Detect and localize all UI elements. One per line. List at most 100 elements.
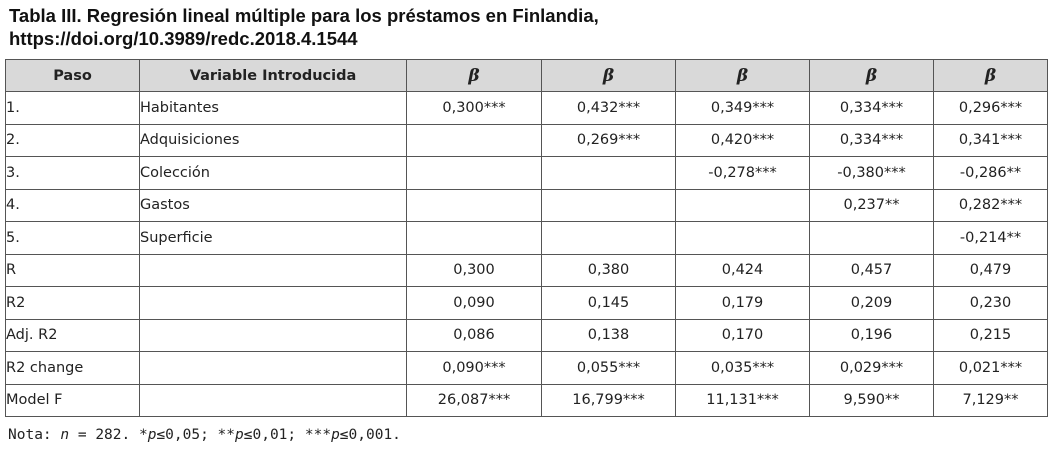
cell-beta-1: 0,090*** <box>406 351 542 385</box>
cell-beta-2: 0,380 <box>541 253 676 287</box>
table-body: 1. Habitantes 0,300*** 0,432*** 0,349*** 0,33… <box>5 91 1048 417</box>
cell-paso: 2. <box>5 123 140 157</box>
cell-beta-1: 0,090 <box>406 286 542 320</box>
cell-paso: 5. <box>5 221 140 255</box>
cell-beta-4: 0,196 <box>809 318 934 352</box>
cell-beta-4: -0,380*** <box>809 156 934 190</box>
table-row: 3. Colección -0,278*** -0,380*** -0,286** <box>5 156 1048 190</box>
table-row: R2 change 0,090*** 0,055*** 0,035*** 0,029**… <box>5 351 1048 385</box>
cell-beta-5: 0,230 <box>933 286 1048 320</box>
cell-paso: Model F <box>5 383 140 417</box>
cell-beta-4 <box>809 221 934 255</box>
cell-variable: Gastos <box>139 188 407 222</box>
cell-beta-5: 0,021*** <box>933 351 1048 385</box>
cell-beta-3: 0,170 <box>675 318 810 352</box>
cell-beta-2: 16,799*** <box>541 383 676 417</box>
table-title: Tabla III. Regresión lineal múltiple par… <box>9 4 1049 50</box>
cell-beta-3 <box>675 221 810 255</box>
cell-beta-1 <box>406 221 542 255</box>
table-row: Model F 26,087*** 16,799*** 11,131*** 9,590*… <box>5 383 1048 417</box>
table-row: 2. Adquisiciones 0,269*** 0,420*** 0,334*** 0… <box>5 123 1048 157</box>
cell-beta-1: 0,300*** <box>406 91 542 125</box>
cell-beta-5: 0,479 <box>933 253 1048 287</box>
table-row: Adj. R2 0,086 0,138 0,170 0,196 0,215 <box>5 318 1048 352</box>
cell-paso: 4. <box>5 188 140 222</box>
cell-beta-4: 0,334*** <box>809 91 934 125</box>
table-title-line-1: Tabla III. Regresión lineal múltiple par… <box>9 5 599 26</box>
note-p-symbol: p <box>331 427 340 443</box>
header-beta-5: β <box>933 59 1048 92</box>
table-row: 4. Gastos 0,237** 0,282*** <box>5 188 1048 222</box>
cell-paso: 3. <box>5 156 140 190</box>
cell-paso: 1. <box>5 91 140 125</box>
cell-beta-4: 9,590** <box>809 383 934 417</box>
table-title-doi: https://doi.org/10.3989/redc.2018.4.1544 <box>9 28 358 49</box>
cell-beta-2 <box>541 156 676 190</box>
note-threshold-001: ≤0,01; *** <box>243 427 332 443</box>
header-beta-2: β <box>541 59 676 92</box>
cell-paso: Adj. R2 <box>5 318 140 352</box>
note-n-text: = 282. * <box>69 427 148 443</box>
cell-beta-3: 0,420*** <box>675 123 810 157</box>
cell-variable <box>139 383 407 417</box>
cell-beta-3: 11,131*** <box>675 383 810 417</box>
cell-beta-2: 0,145 <box>541 286 676 320</box>
cell-variable: Adquisiciones <box>139 123 407 157</box>
cell-beta-5: -0,214** <box>933 221 1048 255</box>
cell-beta-1: 26,087*** <box>406 383 542 417</box>
cell-variable <box>139 351 407 385</box>
cell-beta-3: 0,179 <box>675 286 810 320</box>
cell-beta-1: 0,086 <box>406 318 542 352</box>
cell-beta-4: 0,209 <box>809 286 934 320</box>
cell-paso: R <box>5 253 140 287</box>
cell-variable <box>139 318 407 352</box>
note-threshold-005: ≤0,05; ** <box>156 427 236 443</box>
cell-beta-3: 0,424 <box>675 253 810 287</box>
cell-beta-3: 0,349*** <box>675 91 810 125</box>
cell-beta-5: 0,282*** <box>933 188 1048 222</box>
cell-beta-5: 0,215 <box>933 318 1048 352</box>
cell-beta-2: 0,269*** <box>541 123 676 157</box>
cell-beta-4: 0,334*** <box>809 123 934 157</box>
cell-beta-2: 0,138 <box>541 318 676 352</box>
header-row: Paso Variable Introducida β β β β β <box>5 59 1048 92</box>
cell-variable <box>139 286 407 320</box>
cell-beta-4: 0,029*** <box>809 351 934 385</box>
cell-beta-4: 0,237** <box>809 188 934 222</box>
cell-variable: Habitantes <box>139 91 407 125</box>
header-beta-3: β <box>675 59 810 92</box>
cell-beta-5: -0,286** <box>933 156 1048 190</box>
cell-beta-4: 0,457 <box>809 253 934 287</box>
cell-variable: Superficie <box>139 221 407 255</box>
cell-beta-2: 0,055*** <box>541 351 676 385</box>
cell-beta-5: 0,296*** <box>933 91 1048 125</box>
table-row: R 0,300 0,380 0,424 0,457 0,479 <box>5 253 1048 287</box>
header-paso: Paso <box>5 59 140 92</box>
note-threshold-0001: ≤0,001. <box>339 427 401 443</box>
note-p-symbol: p <box>235 427 244 443</box>
regression-table: Paso Variable Introducida β β β β β 1. Ha… <box>5 59 1048 417</box>
cell-beta-2 <box>541 188 676 222</box>
cell-beta-3: 0,035*** <box>675 351 810 385</box>
header-beta-4: β <box>809 59 934 92</box>
cell-variable: Colección <box>139 156 407 190</box>
cell-beta-1 <box>406 156 542 190</box>
cell-beta-5: 0,341*** <box>933 123 1048 157</box>
cell-beta-2: 0,432*** <box>541 91 676 125</box>
cell-beta-1 <box>406 188 542 222</box>
header-variable: Variable Introducida <box>139 59 407 92</box>
cell-beta-5: 7,129** <box>933 383 1048 417</box>
table-row: R2 0,090 0,145 0,179 0,209 0,230 <box>5 286 1048 320</box>
note-prefix: Nota: <box>8 427 61 443</box>
cell-paso: R2 change <box>5 351 140 385</box>
note-p-symbol: p <box>147 427 157 443</box>
cell-beta-1 <box>406 123 542 157</box>
cell-beta-3: -0,278*** <box>675 156 810 190</box>
cell-beta-1: 0,300 <box>406 253 542 287</box>
header-beta-1: β <box>406 59 542 92</box>
cell-paso: R2 <box>5 286 140 320</box>
note-n-symbol: n <box>60 427 70 443</box>
cell-beta-3 <box>675 188 810 222</box>
cell-beta-2 <box>541 221 676 255</box>
table-row: 1. Habitantes 0,300*** 0,432*** 0,349*** 0,33… <box>5 91 1048 125</box>
